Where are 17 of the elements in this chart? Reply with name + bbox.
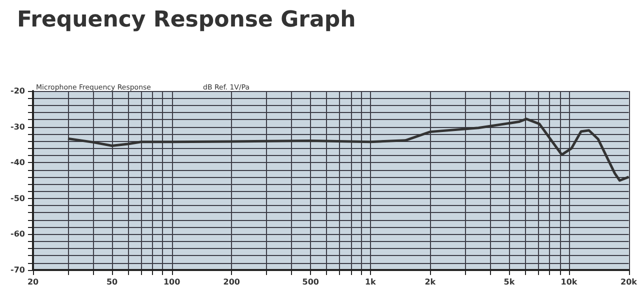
x-tick-label: 20 — [27, 278, 39, 286]
y-tick-label: -70 — [10, 266, 26, 274]
x-tick-label: 200 — [223, 278, 240, 286]
x-tick-label: 500 — [302, 278, 320, 286]
y-tick-label: -30 — [10, 122, 26, 132]
x-tick-label: 20k — [620, 278, 638, 286]
y-tick-label: -40 — [10, 158, 26, 168]
y-tick-label: -20 — [10, 86, 26, 96]
x-tick-label: 100 — [163, 278, 181, 286]
x-tick-label: 5k — [504, 278, 516, 286]
chart-title: Frequency Response Graph — [17, 8, 356, 32]
y-tick-label: -50 — [10, 194, 26, 203]
y-tick-label: -60 — [10, 230, 26, 239]
x-tick-label: 2k — [424, 278, 436, 286]
x-tick-label: 1k — [364, 278, 377, 286]
x-tick-label: 50 — [106, 278, 118, 286]
x-tick-label: 10k — [560, 278, 578, 286]
